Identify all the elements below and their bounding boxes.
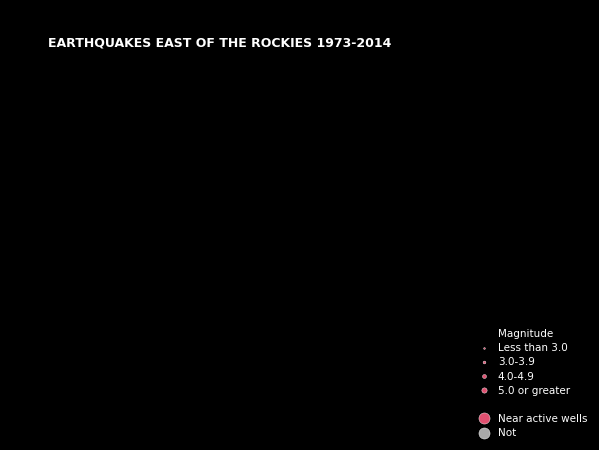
Legend: Magnitude, Less than 3.0, 3.0-3.9, 4.0-4.9, 5.0 or greater, , Near active wells,: Magnitude, Less than 3.0, 3.0-3.9, 4.0-4… xyxy=(468,324,592,443)
Text: EARTHQUAKES EAST OF THE ROCKIES 1973-2014: EARTHQUAKES EAST OF THE ROCKIES 1973-201… xyxy=(48,36,391,49)
